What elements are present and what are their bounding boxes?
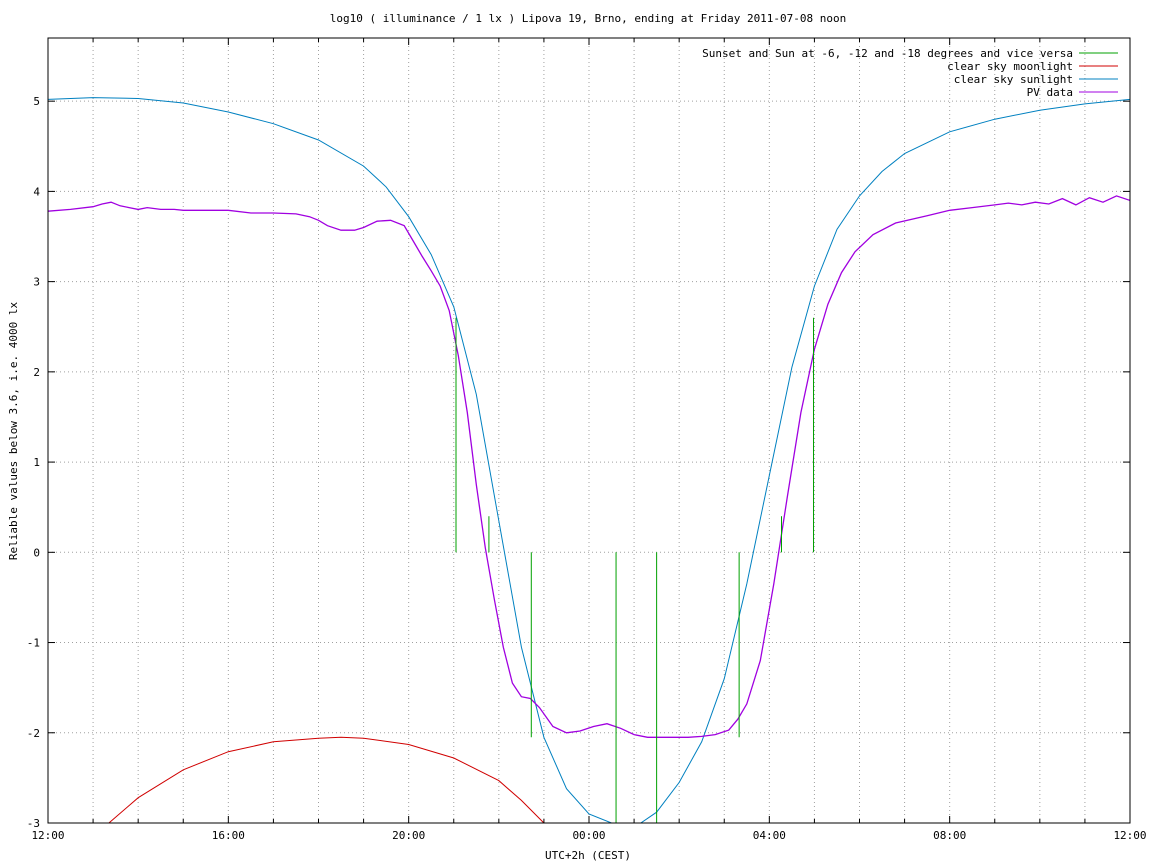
y-tick-label: 4 [33,185,40,198]
grid-layer [48,38,1130,823]
y-tick-label: 2 [33,366,40,379]
y-axis-label: Reliable values below 3.6, i.e. 4000 lx [7,301,20,560]
y-tick-label: 1 [33,456,40,469]
y-tick-label: 3 [33,276,40,289]
x-tick-label: 04:00 [753,829,786,842]
legend: Sunset and Sun at -6, -12 and -18 degree… [702,47,1118,99]
legend-label: PV data [1027,86,1073,99]
chart-title: log10 ( illuminance / 1 lx ) Lipova 19, … [330,12,847,25]
x-axis-label: UTC+2h (CEST) [545,849,631,862]
y-tick-label: -3 [27,817,40,830]
series-line-clear-sky-moonlight [108,736,545,823]
x-tick-label: 00:00 [572,829,605,842]
x-tick-label: 16:00 [212,829,245,842]
y-tick-label: 5 [33,95,40,108]
y-tick-label: -1 [27,637,40,650]
series-line-clear-sky-sunlight [48,97,1130,823]
series-group [48,97,1130,823]
x-tick-label: 12:00 [1113,829,1146,842]
x-tick-label: 08:00 [933,829,966,842]
axis-ticks: 12:00 16:00 20:00 00:00 04:00 08:00 12:00-3-2-… [27,38,1147,842]
y-tick-label: 0 [33,546,40,559]
y-tick-label: -2 [27,727,40,740]
x-tick-label: 12:00 [31,829,64,842]
legend-label: Sunset and Sun at -6, -12 and -18 degree… [702,47,1073,60]
plot-area [48,97,1130,823]
series-line-pv-data [48,195,1130,738]
legend-label: clear sky sunlight [954,73,1073,86]
legend-label: clear sky moonlight [947,60,1073,73]
x-tick-label: 20:00 [392,829,425,842]
